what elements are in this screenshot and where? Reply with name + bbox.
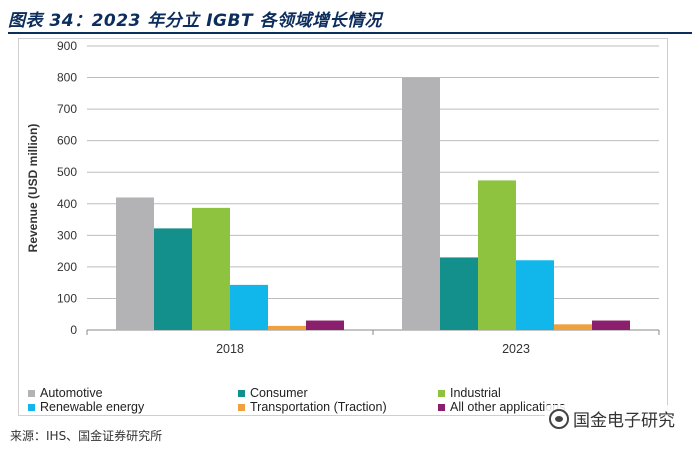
- legend-label: Renewable energy: [40, 400, 145, 414]
- legend-swatch: [238, 389, 245, 397]
- bar-automotive-2023: [402, 77, 440, 330]
- legend-label: Automotive: [40, 386, 103, 400]
- y-tick-label: 700: [57, 102, 77, 116]
- x-category-label: 2018: [216, 342, 244, 356]
- y-tick-label: 400: [57, 197, 77, 211]
- legend-swatch: [28, 389, 35, 397]
- title-divider: [8, 32, 692, 34]
- y-axis-label: Revenue (USD million): [26, 124, 40, 253]
- legend-swatch: [28, 403, 35, 411]
- bar-all-other-applications-2023: [592, 320, 630, 330]
- bar-consumer-2023: [440, 257, 478, 330]
- bar-chart: 0 100 200 300 400 500 600 700 800 900 Revenue (USD…: [26, 39, 660, 356]
- source-note: 来源：IHS、国金证券研究所: [10, 429, 163, 443]
- bar-automotive-2018: [116, 197, 154, 330]
- y-tick-label: 100: [57, 291, 77, 305]
- legend-label: Transportation (Traction): [250, 400, 387, 414]
- bar-industrial-2023: [478, 180, 516, 330]
- y-tick-label: 500: [57, 165, 77, 179]
- page-title: 图表 34：2023 年分立 IGBT 各领域增长情况: [8, 11, 382, 31]
- watermark-text: 国金电子研究: [573, 411, 675, 431]
- bar-all-other-applications-2018: [306, 320, 344, 330]
- legend-swatch: [238, 403, 245, 411]
- legend-swatch: [438, 403, 445, 411]
- bar-consumer-2018: [154, 228, 192, 330]
- chart-frame: 0 100 200 300 400 500 600 700 800 900 Revenue (USD…: [18, 38, 668, 416]
- y-tick-label: 900: [57, 39, 77, 53]
- legend-item: Transportation (Traction): [238, 400, 438, 414]
- y-tick-label: 200: [57, 260, 77, 274]
- bar-renewable-energy-2018: [230, 284, 268, 330]
- watermark: 国金电子研究: [545, 405, 679, 432]
- wechat-icon: [549, 408, 569, 429]
- legend-swatch: [438, 389, 445, 397]
- bar-renewable-energy-2023: [516, 260, 554, 330]
- legend-item: Renewable energy: [28, 400, 238, 414]
- chart-legend: Automotive Consumer Industrial Renewable en…: [28, 386, 628, 414]
- bar-industrial-2018: [192, 207, 230, 330]
- legend-item: Industrial: [438, 386, 628, 400]
- x-category-label: 2023: [502, 342, 530, 356]
- legend-item: Consumer: [238, 386, 438, 400]
- bar-transportation-traction--2023: [554, 324, 592, 330]
- legend-item: All other applications: [438, 400, 628, 414]
- legend-item: Automotive: [28, 386, 238, 400]
- bar-transportation-traction--2018: [268, 325, 306, 330]
- y-tick-label: 0: [70, 323, 77, 337]
- y-tick-label: 800: [57, 71, 77, 85]
- legend-label: All other applications: [450, 400, 566, 414]
- y-tick-label: 300: [57, 228, 77, 242]
- legend-label: Industrial: [450, 386, 501, 400]
- y-tick-label: 600: [57, 134, 77, 148]
- legend-label: Consumer: [250, 386, 308, 400]
